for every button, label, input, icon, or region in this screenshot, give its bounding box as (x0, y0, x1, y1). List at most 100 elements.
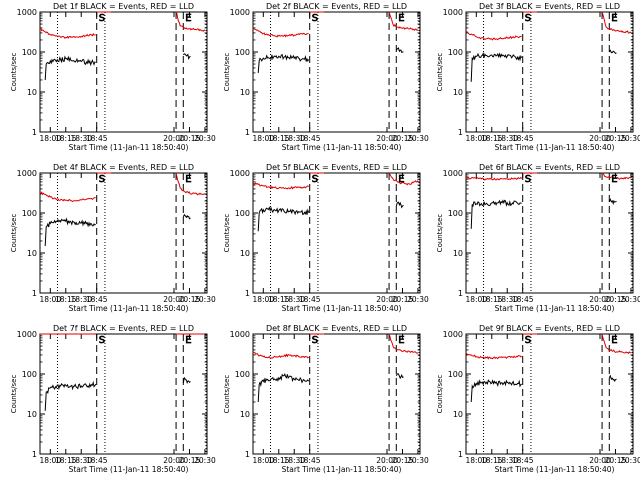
lld-series-line (39, 27, 96, 40)
interval-marker-label: E (398, 13, 404, 24)
x-tick-label: 18:15 (481, 295, 503, 304)
x-tick-label: 18:00 (252, 456, 274, 465)
panel-title: Det 9f BLACK = Events, RED = LLD (479, 324, 620, 333)
x-tick-label: 18:45 (86, 456, 108, 465)
detector-panel: Det 6f BLACK = Events, RED = LLD 1 10 100 10… (436, 163, 640, 313)
y-tick-label: 100 (22, 370, 37, 379)
events-series-line (608, 374, 617, 383)
x-tick-label: 18:00 (465, 295, 487, 304)
x-tick-label: 18:15 (268, 134, 290, 143)
x-tick-label: 20:15 (392, 295, 414, 304)
x-axis-label: Start Time (11-Jan-11 18:50:40) (282, 143, 402, 152)
plot-frame (39, 11, 208, 133)
events-series-line (182, 376, 191, 384)
plot-frame (39, 333, 208, 455)
lld-series-line (175, 172, 206, 196)
x-tick-label: 18:15 (55, 295, 77, 304)
x-tick-label: 18:15 (268, 295, 290, 304)
x-tick-label: 20:30 (194, 295, 216, 304)
x-tick-label: 20:00 (163, 134, 185, 143)
x-tick-label: 20:00 (163, 456, 185, 465)
y-tick-label: 10 (240, 410, 250, 419)
x-axis-label: Start Time (11-Jan-11 18:50:40) (69, 465, 189, 474)
plot-frame (465, 11, 634, 133)
panel-title: Det 2f BLACK = Events, RED = LLD (266, 2, 407, 11)
events-series-line (608, 49, 617, 55)
y-tick-label: 10 (27, 410, 37, 419)
interval-marker-label: S (525, 174, 531, 185)
x-tick-label: 18:45 (299, 456, 321, 465)
lld-series-line (388, 172, 419, 186)
panel-title: Det 6f BLACK = Events, RED = LLD (479, 163, 620, 172)
x-tick-label: 20:15 (179, 456, 201, 465)
y-tick-label: 10 (27, 88, 37, 97)
y-axis-label: Counts/sec (10, 375, 18, 414)
y-tick-label: 1000 (230, 169, 250, 178)
x-tick-label: 20:00 (589, 295, 611, 304)
x-tick-label: 18:30 (283, 134, 305, 143)
x-tick-label: 20:00 (589, 134, 611, 143)
y-axis-label: Counts/sec (436, 53, 444, 92)
events-series-line (470, 379, 522, 403)
interval-marker-label: E (185, 335, 191, 346)
detector-panel: Det 2f BLACK = Events, RED = LLD 1 10 100 10… (223, 2, 429, 152)
lld-series-line (252, 27, 309, 38)
x-axis-label: Start Time (11-Jan-11 18:50:40) (69, 143, 189, 152)
x-axis-label: Start Time (11-Jan-11 18:50:40) (495, 143, 615, 152)
y-tick-label: 100 (235, 209, 250, 218)
y-tick-label: 1 (245, 128, 250, 137)
plot-frame (252, 11, 421, 133)
y-tick-label: 10 (453, 249, 463, 258)
x-axis-label: Start Time (11-Jan-11 18:50:40) (495, 465, 615, 474)
x-tick-label: 20:15 (392, 134, 414, 143)
y-axis-label: Counts/sec (10, 53, 18, 92)
detector-panel: Det 3f BLACK = Events, RED = LLD 1 10 100 10… (436, 2, 640, 152)
events-series-line (395, 373, 404, 380)
events-series-line (257, 53, 310, 73)
x-tick-label: 20:00 (589, 456, 611, 465)
detector-panel: Det 5f BLACK = Events, RED = LLD 1 10 100 10… (223, 163, 429, 313)
x-axis-label: Start Time (11-Jan-11 18:50:40) (495, 304, 615, 313)
x-tick-label: 20:15 (605, 456, 627, 465)
y-tick-label: 10 (240, 88, 250, 97)
x-tick-label: 18:45 (512, 295, 534, 304)
y-tick-label: 1 (458, 289, 463, 298)
interval-marker-label: E (611, 174, 617, 185)
interval-marker-label: S (312, 13, 318, 24)
x-tick-label: 20:15 (392, 456, 414, 465)
x-axis-label: Start Time (11-Jan-11 18:50:40) (282, 465, 402, 474)
interval-marker-label: E (398, 335, 404, 346)
y-tick-label: 1000 (230, 8, 250, 17)
y-tick-label: 1000 (443, 169, 463, 178)
y-tick-label: 1 (245, 450, 250, 459)
interval-marker-label: E (185, 174, 191, 185)
x-tick-label: 18:45 (299, 134, 321, 143)
interval-marker-label: E (398, 174, 404, 185)
y-tick-label: 1 (32, 450, 37, 459)
panel-title: Det 1f BLACK = Events, RED = LLD (53, 2, 194, 11)
detector-panel: Det 9f BLACK = Events, RED = LLD 1 10 100 10… (436, 324, 640, 474)
x-tick-label: 20:30 (620, 456, 640, 465)
y-tick-label: 100 (448, 48, 463, 57)
x-tick-label: 20:30 (194, 134, 216, 143)
y-axis-label: Counts/sec (223, 375, 231, 414)
interval-marker-label: S (99, 13, 105, 24)
x-tick-label: 18:15 (55, 456, 77, 465)
x-tick-label: 18:45 (299, 295, 321, 304)
y-tick-label: 100 (448, 209, 463, 218)
x-tick-label: 18:30 (283, 295, 305, 304)
interval-marker-label: S (525, 335, 531, 346)
y-tick-label: 1000 (17, 330, 37, 339)
y-tick-label: 100 (235, 48, 250, 57)
x-tick-label: 18:30 (496, 295, 518, 304)
y-tick-label: 1 (32, 289, 37, 298)
detector-panel: Det 8f BLACK = Events, RED = LLD 1 10 100 10… (223, 324, 429, 474)
x-tick-label: 18:15 (55, 134, 77, 143)
y-tick-label: 1000 (17, 8, 37, 17)
interval-marker-label: E (185, 13, 191, 24)
x-tick-label: 20:30 (407, 134, 429, 143)
events-series-line (44, 380, 97, 411)
x-axis-label: Start Time (11-Jan-11 18:50:40) (282, 304, 402, 313)
x-tick-label: 18:30 (496, 134, 518, 143)
